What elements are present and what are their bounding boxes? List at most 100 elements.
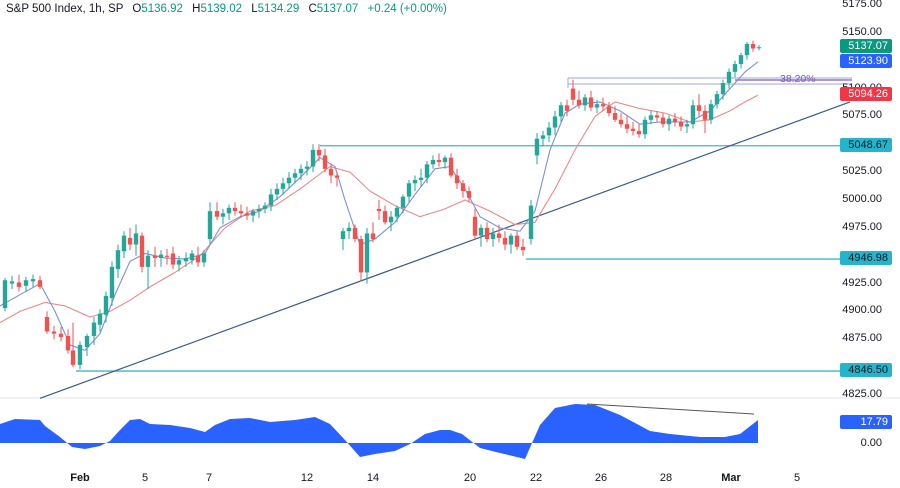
price-tick: 4825.00: [842, 388, 882, 400]
candle: [576, 90, 582, 109]
candle: [250, 208, 256, 223]
time-tick: 26: [594, 472, 608, 484]
time-tick: 7: [205, 472, 213, 484]
candle: [672, 113, 678, 127]
candle: [37, 275, 43, 290]
time-tick: 20: [463, 472, 477, 484]
time-tick: 5: [793, 472, 801, 484]
candle: [594, 99, 600, 114]
candle: [454, 168, 460, 189]
candle: [582, 94, 588, 111]
time-tick: Mar: [721, 472, 741, 484]
candle: [77, 341, 83, 370]
candle: [642, 116, 648, 139]
candle: [600, 97, 606, 111]
candle: [58, 327, 64, 342]
candle: [262, 202, 268, 214]
open-value: 5136.92: [141, 3, 183, 15]
candle: [412, 175, 418, 192]
candle: [70, 322, 76, 368]
candle: [170, 246, 176, 270]
candle: [624, 116, 630, 134]
candle: [207, 202, 213, 245]
time-tick: 22: [529, 472, 543, 484]
candle: [139, 232, 145, 273]
candle: [189, 250, 195, 265]
oscillator-pane: [0, 403, 758, 459]
candle: [442, 155, 448, 169]
candle: [364, 227, 370, 284]
candle: [430, 155, 436, 169]
oscillator-zero-label: 0.00: [860, 437, 882, 449]
candle: [226, 204, 232, 221]
candle: [394, 205, 400, 223]
high-value: 5139.02: [200, 3, 243, 15]
candle: [738, 52, 744, 69]
symbol-legend: S&P 500 Index, 1h, SP O5136.92 H5139.02 …: [6, 3, 447, 15]
candle: [232, 202, 238, 216]
price-tick: 5150.00: [842, 25, 882, 38]
candle: [714, 90, 720, 109]
candle: [630, 122, 636, 136]
price-tick: 4875.00: [842, 332, 882, 345]
fib-label: 38.20%: [780, 73, 816, 85]
candle: [304, 161, 310, 176]
oscillator-value-tag: 17.79: [840, 415, 892, 429]
candle: [84, 333, 90, 357]
price-tag: 5048.67: [840, 137, 892, 152]
horizontal-levels: [76, 145, 853, 372]
candle: [654, 110, 660, 123]
candle: [702, 105, 708, 134]
price-tick: 5025.00: [842, 165, 882, 178]
price-tick: 4925.00: [842, 276, 882, 289]
candle: [322, 148, 328, 173]
price-tag: 5137.07: [840, 39, 892, 54]
candle: [2, 278, 8, 312]
candle: [720, 79, 726, 100]
divergence-line[interactable]: [586, 403, 755, 415]
candle: [133, 224, 139, 256]
low-value: 5134.29: [257, 3, 300, 15]
candle: [756, 45, 762, 51]
candle: [23, 276, 29, 292]
candle: [152, 246, 158, 267]
candle: [16, 274, 22, 292]
candle: [514, 231, 520, 251]
candle: [558, 101, 564, 123]
candle: [201, 250, 207, 267]
price-tag: 4846.50: [840, 363, 892, 378]
candle: [352, 224, 358, 243]
candle: [214, 202, 220, 221]
price-tag: 5123.90: [840, 53, 892, 68]
candle: [552, 110, 558, 136]
high-label: H: [192, 3, 201, 15]
time-tick: 5: [141, 472, 149, 484]
candle: [286, 172, 292, 189]
candle: [588, 90, 594, 111]
candle: [292, 168, 298, 184]
candle: [97, 309, 103, 332]
candle: [121, 231, 127, 258]
open-label: O: [132, 3, 142, 15]
candle: [388, 211, 394, 232]
candle: [334, 172, 340, 187]
price-tick: 4975.00: [842, 220, 882, 233]
candle: [520, 239, 526, 256]
change-value: +0.24 (+0.00%): [367, 3, 447, 15]
candle: [176, 255, 182, 272]
candle: [127, 227, 133, 251]
candle: [280, 177, 286, 195]
candle: [65, 329, 71, 354]
candle: [238, 204, 244, 218]
candle: [540, 130, 546, 147]
candle: [30, 274, 36, 287]
time-tick: Feb: [70, 472, 90, 484]
candle: [636, 124, 642, 138]
candle: [528, 200, 534, 245]
price-tag: 4946.98: [840, 251, 892, 266]
time-tick: 12: [300, 472, 314, 484]
candle: [220, 208, 226, 225]
low-label: L: [251, 3, 258, 15]
trendline-segment[interactable]: [39, 101, 851, 399]
